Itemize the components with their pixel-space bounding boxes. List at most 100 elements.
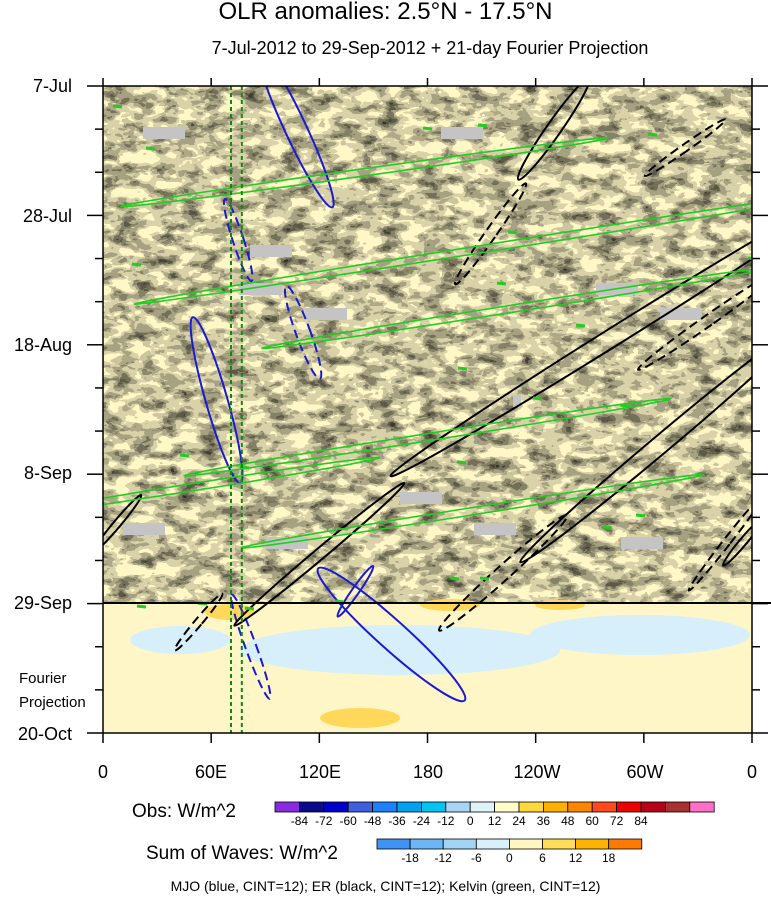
kelvin-contour-fragment [635,513,646,518]
colorbar-tick-label: 72 [609,814,624,828]
chart-subtitle: 7-Jul-2012 to 29-Sep-2012 + 21-day Fouri… [211,38,649,58]
missing-data-box [400,492,442,504]
er-contour [687,492,752,592]
er-contour [437,513,569,632]
colorbar-tick-label: -12 [434,851,452,865]
kelvin-contour-fragment [334,599,345,604]
colorbar-tick-label: -84 [290,814,309,828]
kelvin-contour-fragment [112,104,123,109]
kelvin-contour [119,136,610,208]
colorbar-tick-label: -24 [412,814,431,828]
axis-ticks [87,78,768,743]
projection-label-line1: Fourier [19,670,67,687]
colorbar-box [640,801,666,813]
kelvin-contour-fragment [575,323,586,328]
obs-colorbar [274,801,715,813]
colorbar-tick-label: 12 [487,814,502,828]
colorbar-tick-label: 0 [506,851,513,865]
colorbar-tick-label: 60 [585,814,599,828]
kelvin-contour-fragment [145,146,156,151]
colorbar-tick-label: 18 [602,851,616,865]
er-contour [233,481,406,627]
colorbar-box [396,801,422,813]
colorbar-tick-label: -60 [339,814,357,828]
mjo-contour [316,566,467,703]
kelvin-contour-fragment [422,126,433,131]
kelvin-contour-fragment [479,576,490,581]
colorbar-box [298,801,325,813]
kelvin-contour-fragment [496,281,507,286]
colorbar-box [508,838,543,850]
colorbar-tick-label: 0 [466,814,474,828]
colorbar-box [575,838,610,850]
colorbar-box [543,801,569,813]
waves-colorbar-label: Sum of Waves: W/m^2 [146,843,338,864]
kelvin-contour-fragment [477,123,488,128]
colorbar-tick-label: -6 [470,851,482,865]
mjo-contour [336,564,375,618]
er-contour [519,323,752,564]
colorbar-box [376,838,411,850]
missing-data-box [250,245,292,257]
colorbar-tick-label: 12 [568,851,583,865]
colorbar-tick-label: -18 [401,851,419,865]
colorbar-box [665,801,691,813]
colorbar-box [689,801,715,813]
kelvin-contour-fragment [457,366,468,371]
colorbar-box [323,801,349,813]
missing-data-boxes [123,127,702,549]
kelvin-contour [133,187,752,305]
colorbar-box [475,838,510,850]
y-tick-label: 18-Aug [13,335,72,355]
colorbar-box [591,801,618,813]
er-contour [389,187,752,478]
y-tick-label: 29-Sep [13,593,72,613]
x-tick-label: 0 [746,762,758,782]
kelvin-contour-fragment [456,460,467,465]
colorbar-box [409,838,444,850]
kelvin-contour [103,456,381,517]
x-tick-label: 180 [412,762,444,782]
colorbar-tick-label: 6 [539,851,546,865]
kelvin-contour-fragment [179,453,190,458]
mjo-contour [230,593,272,700]
projection-label-line2: Projection [19,694,86,711]
kelvin-contour-fragment [449,576,460,581]
colorbar-box [616,801,642,813]
colorbar-box [420,801,447,813]
missing-data-box [143,127,185,139]
colorbar-box [347,801,374,813]
colorbar-box [542,838,576,850]
colorbar-box [442,838,477,850]
y-tick-label: 20-Oct [17,724,72,744]
x-tick-label: 0 [97,762,109,782]
kelvin-contour [240,473,705,549]
reference-longitude-lines [229,86,243,733]
er-contour [643,118,727,178]
colorbar-tick-label: -48 [363,814,382,828]
contour-legend-note: MJO (blue, CINT=12); ER (black, CINT=12)… [170,878,601,894]
colorbar-box [274,801,300,813]
er-contour [516,86,591,181]
er-contour [103,494,143,553]
waves-colorbar [376,838,643,850]
kelvin-contour-fragment [507,230,518,235]
colorbar-tick-label: 48 [561,814,575,828]
missing-data-box [621,537,663,549]
y-tick-label: 8-Sep [23,463,72,483]
kelvin-contour-fragment [747,256,752,260]
mjo-contour [283,285,323,380]
colorbar-box [445,801,471,813]
kelvin-contour [183,397,672,477]
missing-data-box [474,523,516,535]
missing-data-box [123,523,165,535]
colorbar-box [494,801,520,813]
kelvin-contour-fragment [131,262,142,267]
kelvin-contour-fragment [532,396,543,401]
y-tick-label: 28-Jul [22,206,72,226]
wave-contours [103,86,752,703]
colorbar-box [567,801,593,813]
x-tick-label: 60E [194,762,228,782]
colorbar-tick-label: -12 [437,814,455,828]
